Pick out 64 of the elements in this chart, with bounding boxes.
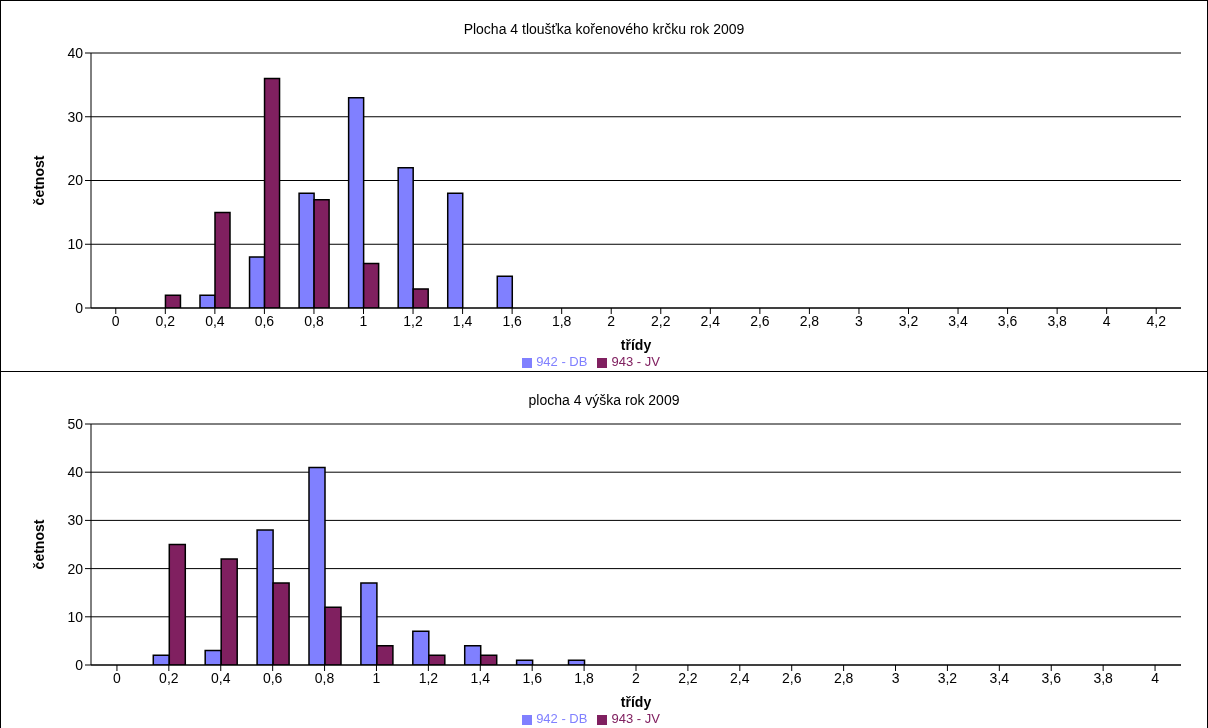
y-tick-label: 0	[75, 299, 84, 316]
y-tick-label: 10	[67, 608, 84, 625]
x-tick-label: 1,4	[452, 312, 473, 329]
y-axis-title: četnost	[30, 519, 47, 570]
x-tick-label: 0,6	[254, 312, 275, 329]
x-tick-label: 1,8	[574, 669, 595, 686]
y-tick-label: 50	[67, 415, 84, 432]
x-tick-label: 0,2	[155, 312, 176, 329]
x-tick-label: 1,2	[418, 669, 439, 686]
x-axis-title: třídy	[620, 694, 652, 710]
chart-title: plocha 4 výška rok 2009	[527, 391, 681, 410]
x-tick-label: 3,8	[1093, 669, 1114, 686]
x-tick-label: 2,8	[833, 669, 854, 686]
chart-title: Plocha 4 tloušťka kořenového krčku rok 2009	[462, 20, 746, 39]
x-tick-label: 0,8	[314, 669, 335, 686]
x-tick-label: 1,4	[470, 669, 491, 686]
x-tick-label: 2	[607, 312, 616, 329]
x-tick-label: 0,4	[211, 669, 231, 686]
x-tick-label: 3,2	[937, 669, 958, 686]
y-tick-label: 30	[67, 108, 84, 125]
x-tick-label: 1,2	[403, 312, 423, 329]
y-tick-label: 30	[67, 512, 84, 529]
x-tick-label: 2,4	[730, 669, 750, 686]
x-tick-label: 2	[632, 669, 641, 686]
x-tick-label: 2,2	[678, 669, 698, 686]
x-tick-label: 1,8	[551, 312, 572, 329]
y-tick-label: 0	[75, 656, 84, 673]
x-tick-label: 1,6	[502, 312, 523, 329]
x-tick-label: 0,2	[159, 669, 179, 686]
y-axis-title: četnost	[30, 155, 47, 206]
x-tick-label: 3,2	[898, 312, 919, 329]
x-tick-label: 4	[1151, 669, 1160, 686]
y-tick-label: 40	[67, 464, 84, 481]
x-tick-label: 3	[891, 669, 900, 686]
x-tick-label: 1	[372, 669, 381, 686]
x-tick-label: 3,4	[989, 669, 1010, 686]
x-tick-label: 1	[359, 312, 368, 329]
x-tick-label: 2,6	[781, 669, 802, 686]
x-tick-label: 3,6	[1041, 669, 1062, 686]
x-tick-label: 2,4	[700, 312, 721, 329]
legend-label: 943 - JV	[611, 354, 660, 369]
y-tick-label: 10	[67, 236, 84, 253]
x-tick-label: 2,8	[799, 312, 820, 329]
x-tick-label: 3,4	[948, 312, 968, 329]
x-tick-label: 3	[855, 312, 864, 329]
x-tick-label: 0	[113, 669, 122, 686]
x-tick-label: 3,8	[1047, 312, 1068, 329]
x-tick-label: 0,6	[262, 669, 283, 686]
x-tick-label: 0,4	[205, 312, 225, 329]
legend-label: 943 - JV	[611, 711, 660, 726]
y-tick-label: 20	[67, 560, 84, 577]
x-tick-label: 2,6	[750, 312, 770, 329]
x-tick-label: 4	[1102, 312, 1111, 329]
x-axis-title: třídy	[620, 337, 652, 353]
x-tick-label: 1,6	[522, 669, 543, 686]
y-tick-label: 40	[67, 44, 84, 61]
y-tick-label: 20	[67, 172, 84, 189]
legend-label: 942 - DB	[536, 711, 588, 726]
legend-label: 942 - DB	[536, 354, 588, 369]
x-tick-label: 0,8	[304, 312, 324, 329]
x-tick-label: 3,6	[997, 312, 1018, 329]
x-tick-label: 4,2	[1146, 312, 1167, 329]
x-tick-label: 2,2	[651, 312, 671, 329]
x-tick-label: 0	[111, 312, 120, 329]
